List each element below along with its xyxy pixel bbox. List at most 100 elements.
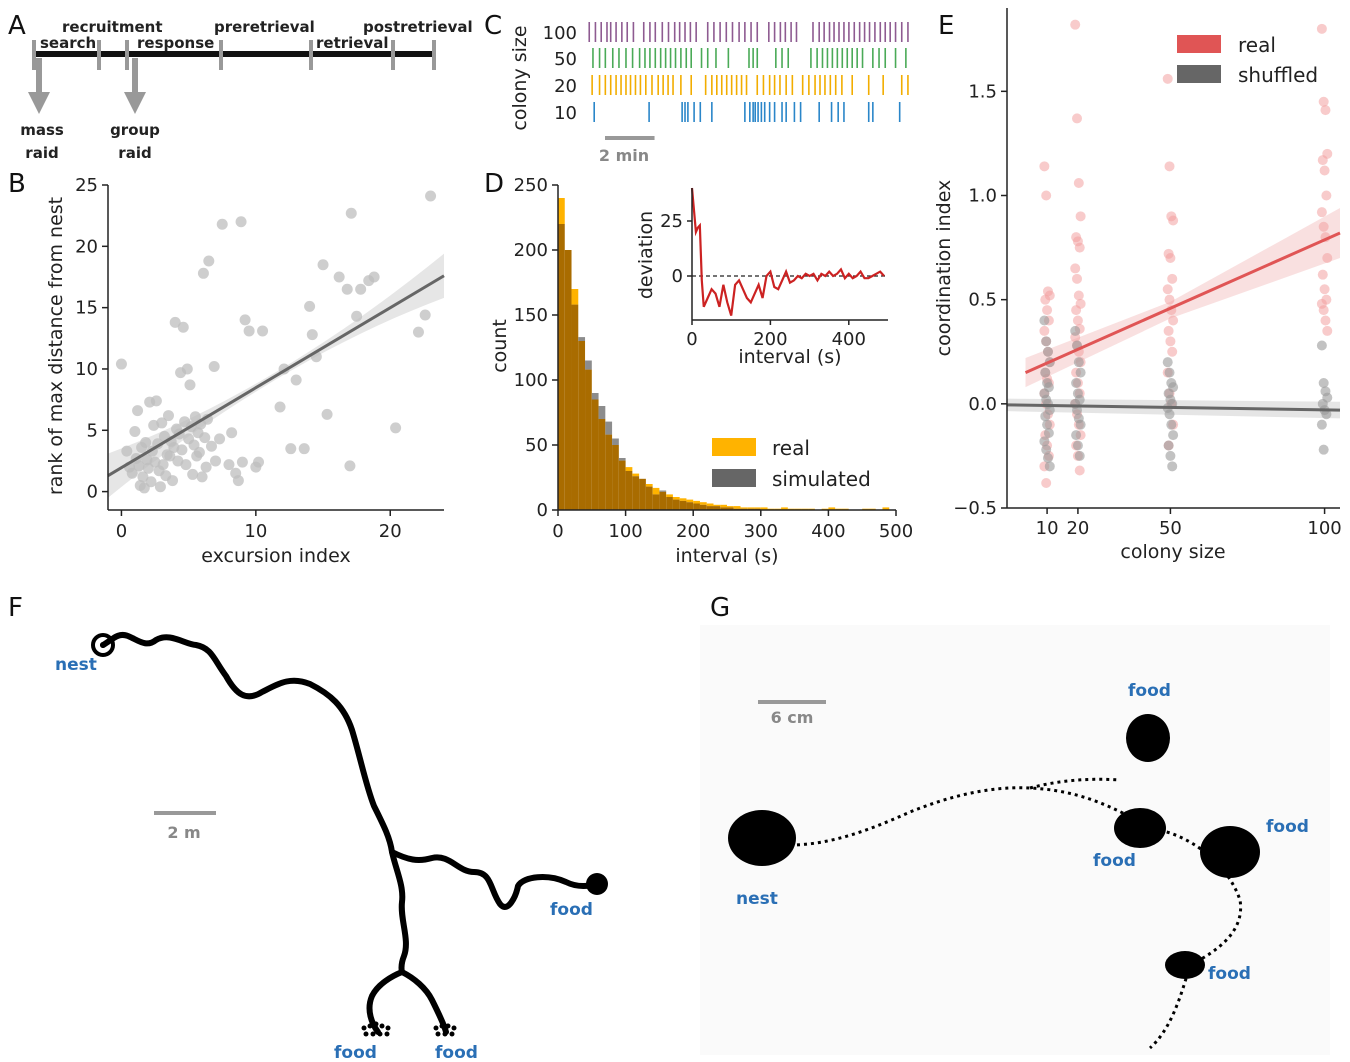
data-point	[169, 316, 181, 328]
arena-blobs	[728, 714, 1260, 979]
panel-letter-e: E	[938, 11, 954, 41]
hist-bar	[598, 406, 606, 419]
real-point	[1072, 315, 1083, 326]
data-point	[137, 471, 149, 483]
hist-bar	[652, 487, 660, 495]
hist-bar	[585, 360, 592, 370]
hist-bar	[706, 506, 714, 510]
x-tick-label: 50	[1159, 518, 1182, 539]
data-point	[126, 467, 138, 479]
panel-f: F nest food food food 2 m	[8, 593, 608, 1062]
legend-label-real: real	[772, 436, 810, 460]
real-point	[1317, 155, 1328, 166]
data-point	[164, 450, 176, 462]
shuffled-point	[1040, 411, 1051, 422]
y-tick-label: 25	[75, 175, 98, 196]
hist-bar	[571, 304, 579, 510]
hist-bar	[645, 484, 653, 487]
x-tick-label: 300	[744, 521, 778, 542]
hist-bar	[679, 500, 687, 510]
food-label-4: food	[1208, 964, 1251, 984]
x-tick-label: 400	[811, 521, 845, 542]
y-tick-label: 15	[75, 298, 98, 319]
hist-bar	[740, 507, 748, 509]
panel-letter-b: B	[8, 169, 26, 199]
chart-d-legend: real simulated	[712, 436, 871, 491]
data-point	[226, 427, 238, 439]
data-point	[121, 445, 133, 457]
shuffled-point	[1162, 357, 1173, 368]
real-point	[1072, 273, 1083, 284]
real-point	[1041, 190, 1052, 201]
y-tick-label: 0	[537, 500, 548, 521]
hist-bar	[733, 506, 741, 509]
panel-e: E 10 20 50 100−0.50.00.51.01.5 colony size …	[933, 8, 1342, 563]
data-point	[132, 405, 144, 417]
shuffled-point	[1166, 419, 1177, 430]
hist-bar	[713, 506, 721, 510]
hist-bar	[639, 478, 646, 510]
real-point	[1072, 113, 1083, 124]
group-raid-label-2: raid	[118, 144, 151, 162]
shuffled-point	[1163, 440, 1174, 451]
real-point	[1075, 211, 1086, 222]
x-tick-label: 0	[116, 521, 127, 542]
data-point	[243, 325, 255, 337]
y-tick-label: 20	[75, 236, 98, 257]
hist-bar	[605, 434, 613, 510]
hist-bar	[564, 250, 572, 510]
chart-e-legend: real shuffled	[1177, 33, 1318, 87]
nest-blob	[728, 810, 796, 866]
hist-bar	[693, 500, 700, 504]
legend-swatch-real	[712, 438, 756, 456]
nest-marker	[91, 633, 115, 657]
data-point	[154, 481, 166, 493]
y-tick-label: 1.5	[968, 81, 997, 102]
shuffled-point	[1073, 357, 1084, 368]
hist-bar	[652, 494, 660, 510]
shuffled-point	[1075, 367, 1086, 378]
data-point	[232, 475, 244, 487]
shuffled-point	[1070, 325, 1081, 336]
shuffled-point	[1167, 461, 1178, 472]
data-point	[304, 300, 316, 312]
real-point	[1320, 315, 1331, 326]
hist-bar	[666, 497, 673, 510]
x-tick-label: 20	[1066, 518, 1089, 539]
real-point	[1322, 253, 1333, 263]
data-point	[205, 440, 217, 452]
hist-bar	[578, 341, 586, 510]
food-label-3: food	[435, 1043, 478, 1062]
shuffled-point	[1071, 378, 1082, 388]
hist-bar	[754, 507, 761, 509]
shuffled-point	[1072, 405, 1083, 416]
hist-bar	[720, 507, 727, 510]
y-tick-label: 250	[514, 175, 548, 196]
data-point	[180, 459, 192, 471]
real-point	[1168, 215, 1179, 226]
real-point	[1165, 253, 1176, 263]
hist-bar	[828, 507, 836, 510]
shuffled-point	[1042, 419, 1053, 430]
legend-swatch-shuffled	[1177, 65, 1221, 83]
shuffled-point	[1318, 444, 1329, 455]
hist-bar	[612, 438, 619, 445]
real-point	[1039, 161, 1050, 172]
shuffled-point	[1071, 430, 1082, 441]
nest-label: nest	[736, 889, 778, 909]
legend-label-shuffled: shuffled	[1238, 63, 1318, 87]
hist-bar	[558, 224, 565, 510]
inset-x-tick-label: 0	[686, 329, 697, 350]
hist-bar	[612, 445, 619, 510]
data-point	[196, 471, 208, 483]
shuffled-point	[1164, 367, 1175, 378]
nest-label: nest	[55, 655, 97, 675]
real-point	[1165, 336, 1176, 347]
hist-bar	[659, 491, 667, 510]
real-point	[1320, 105, 1331, 116]
hist-bar	[781, 507, 788, 510]
hist-bar	[666, 494, 673, 497]
real-point	[1319, 284, 1330, 295]
food-blob-4	[1165, 951, 1205, 979]
data-point	[216, 218, 228, 230]
